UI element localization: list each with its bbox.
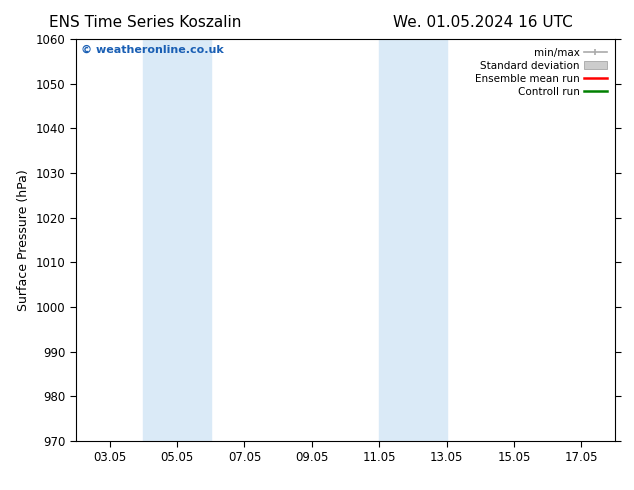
- Legend: min/max, Standard deviation, Ensemble mean run, Controll run: min/max, Standard deviation, Ensemble me…: [472, 45, 610, 100]
- Bar: [143, 39, 210, 441]
- Text: ENS Time Series Koszalin: ENS Time Series Koszalin: [49, 15, 241, 30]
- Text: We. 01.05.2024 16 UTC: We. 01.05.2024 16 UTC: [393, 15, 573, 30]
- Text: © weatheronline.co.uk: © weatheronline.co.uk: [81, 45, 224, 55]
- Bar: [379, 39, 446, 441]
- Y-axis label: Surface Pressure (hPa): Surface Pressure (hPa): [17, 169, 30, 311]
